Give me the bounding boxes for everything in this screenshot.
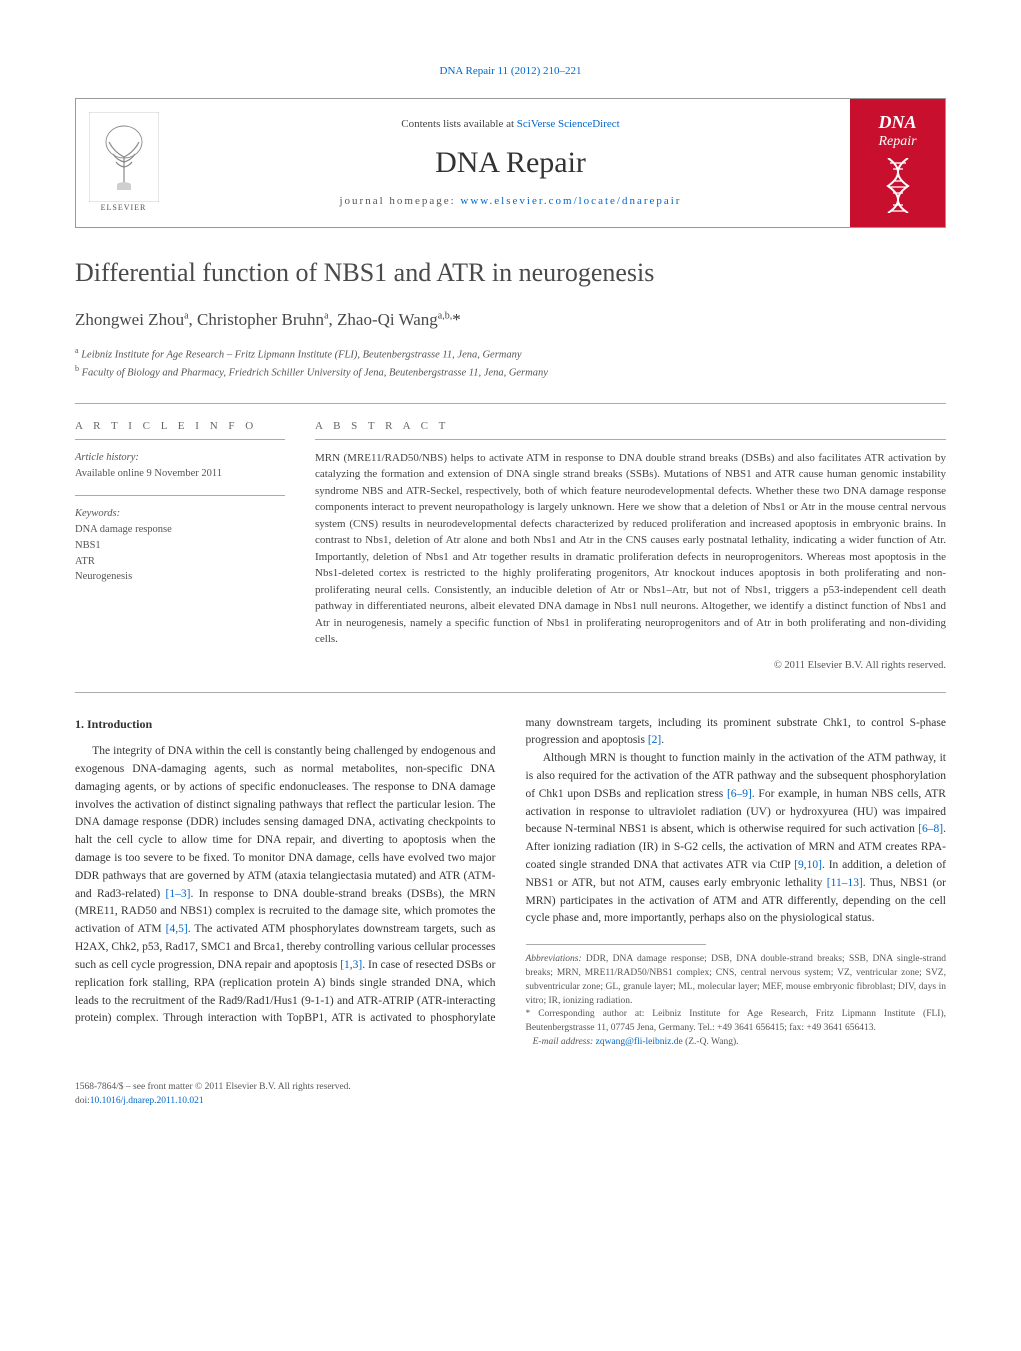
dna-helix-icon — [878, 158, 918, 213]
keywords-block: Keywords: DNA damage response NBS1 ATR N… — [75, 506, 285, 585]
homepage-link[interactable]: www.elsevier.com/locate/dnarepair — [460, 195, 681, 207]
journal-name: DNA Repair — [435, 140, 586, 185]
article-info-column: A R T I C L E I N F O Article history: A… — [75, 418, 285, 673]
citation-link[interactable]: [4,5] — [166, 923, 188, 935]
footnotes: Abbreviations: DDR, DNA damage response;… — [526, 953, 947, 1049]
doi-line: doi:10.1016/j.dnarep.2011.10.021 — [75, 1094, 946, 1108]
dna-repair-logo: DNA Repair — [850, 99, 945, 227]
citation-link[interactable]: [6–9] — [727, 788, 752, 800]
homepage-line: journal homepage: www.elsevier.com/locat… — [340, 193, 682, 210]
citation-link[interactable]: [11–13] — [827, 877, 863, 889]
sciencedirect-link[interactable]: SciVerse ScienceDirect — [517, 118, 620, 130]
section-heading-intro: 1. Introduction — [75, 715, 496, 734]
keyword: Neurogenesis — [75, 571, 132, 582]
citation-link[interactable]: [2] — [648, 734, 661, 746]
body-columns: 1. Introduction The integrity of DNA wit… — [75, 715, 946, 1050]
article-history: Article history: Available online 9 Nove… — [75, 450, 285, 482]
citation-link[interactable]: [6–8] — [918, 823, 943, 835]
elsevier-label: ELSEVIER — [89, 202, 159, 214]
elsevier-tree-icon — [89, 112, 159, 202]
info-rule — [75, 439, 285, 440]
abstract-column: A B S T R A C T MRN (MRE11/RAD50/NBS) he… — [315, 418, 946, 673]
divider-mid — [75, 692, 946, 693]
corresponding-author-footnote: * Corresponding author at: Leibniz Insti… — [526, 1008, 947, 1036]
email-link[interactable]: zqwang@fli-leibniz.de — [596, 1037, 683, 1047]
citation-link[interactable]: [1,3] — [340, 959, 362, 971]
doi-link[interactable]: 10.1016/j.dnarep.2011.10.021 — [90, 1096, 204, 1106]
bottom-meta: 1568-7864/$ – see front matter © 2011 El… — [75, 1080, 946, 1109]
contents-line: Contents lists available at SciVerse Sci… — [401, 116, 619, 133]
intro-p2: Although MRN is thought to function main… — [526, 750, 947, 928]
keyword: ATR — [75, 556, 95, 567]
email-footnote: E-mail address: zqwang@fli-leibniz.de (Z… — [526, 1036, 947, 1050]
article-title: Differential function of NBS1 and ATR in… — [75, 256, 946, 290]
citation-link[interactable]: [9,10] — [794, 859, 822, 871]
header-center: Contents lists available at SciVerse Sci… — [171, 99, 850, 227]
issn-line: 1568-7864/$ – see front matter © 2011 El… — [75, 1080, 946, 1094]
elsevier-logo: ELSEVIER — [76, 99, 171, 227]
footnote-rule — [526, 944, 706, 945]
journal-ref-link[interactable]: DNA Repair 11 (2012) 210–221 — [440, 65, 582, 77]
citation-link[interactable]: [1–3] — [166, 888, 191, 900]
info-rule-2 — [75, 495, 285, 496]
abstract-header: A B S T R A C T — [315, 418, 946, 435]
keyword: DNA damage response — [75, 524, 172, 535]
abstract-copyright: © 2011 Elsevier B.V. All rights reserved… — [315, 658, 946, 674]
abbreviations-footnote: Abbreviations: DDR, DNA damage response;… — [526, 953, 947, 1008]
affiliations: a Leibniz Institute for Age Research – F… — [75, 345, 946, 382]
dna-logo-bottom: Repair — [878, 131, 916, 152]
abstract-rule — [315, 439, 946, 440]
keyword: NBS1 — [75, 540, 101, 551]
abstract-text: MRN (MRE11/RAD50/NBS) helps to activate … — [315, 450, 946, 648]
header-box: ELSEVIER Contents lists available at Sci… — [75, 98, 946, 228]
dna-logo-top: DNA — [878, 113, 916, 131]
header-journal-ref: DNA Repair 11 (2012) 210–221 — [75, 60, 946, 80]
authors: Zhongwei Zhoua, Christopher Bruhna, Zhao… — [75, 307, 946, 333]
article-info-header: A R T I C L E I N F O — [75, 418, 285, 435]
